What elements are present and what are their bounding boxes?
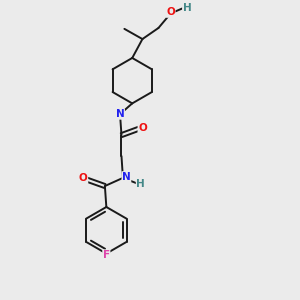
- Text: H: H: [183, 3, 191, 13]
- Text: O: O: [138, 122, 147, 133]
- Text: N: N: [116, 109, 124, 119]
- Text: N: N: [122, 172, 131, 182]
- Text: O: O: [166, 7, 175, 17]
- Text: O: O: [79, 173, 88, 184]
- Text: H: H: [136, 179, 145, 189]
- Text: F: F: [103, 250, 110, 260]
